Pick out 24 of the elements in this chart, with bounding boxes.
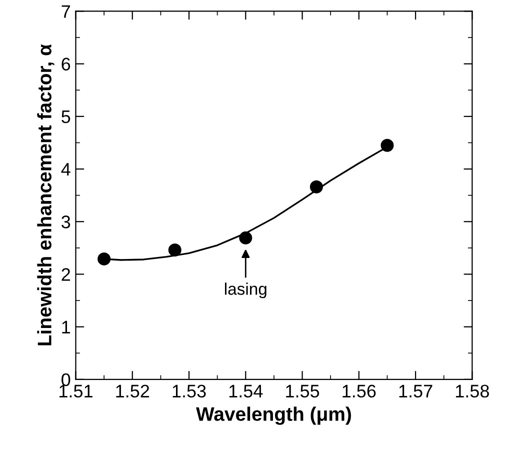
y-tick-label: 6 (62, 58, 70, 71)
point (380, 138, 394, 152)
x-axis-title: Wavelength (μm) (196, 406, 351, 425)
y-tick-label: 3 (62, 216, 70, 228)
x-tick-label: 1.54 (229, 384, 263, 398)
x-tick-label: 1.58 (456, 384, 489, 398)
y-tick-label: 4 (61, 163, 70, 176)
x-tick-label: 1.52 (116, 384, 150, 398)
annotation: lasing (224, 282, 266, 298)
point (168, 244, 182, 257)
x-tick-label: 1.53 (172, 384, 206, 398)
point (310, 180, 323, 194)
x-tick-label: 1.55 (286, 384, 320, 398)
y-tick-label: 2 (62, 268, 70, 281)
point (239, 231, 252, 244)
x-tick-label: 1.56 (342, 384, 376, 398)
y-axis-title: Linewidth enhancement factor, α (37, 44, 54, 346)
y-tick-label: 0 (62, 373, 70, 386)
point (98, 252, 111, 266)
x-tick-label: 1.51 (60, 384, 92, 398)
x-tick-label: 1.57 (399, 384, 432, 398)
y-tick-label: 7 (62, 5, 70, 18)
y-tick-label: 5 (62, 110, 70, 124)
y-tick-label: 1 (62, 320, 70, 334)
